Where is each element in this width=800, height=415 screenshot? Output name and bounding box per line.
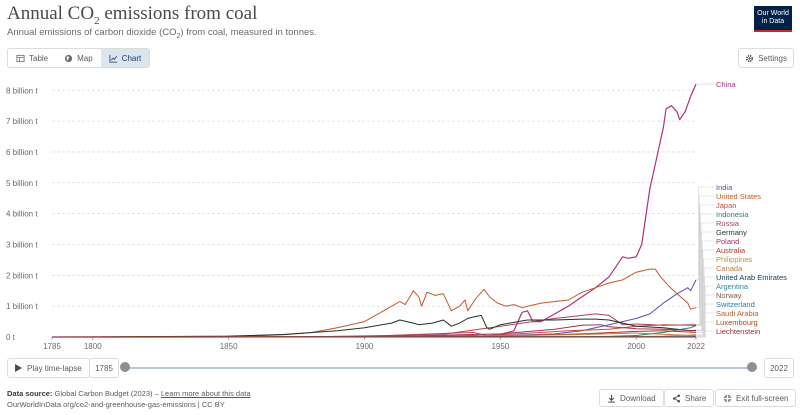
globe-icon [65,54,73,62]
view-tabs: Table Map Chart [7,48,151,68]
x-tick-label: 1800 [84,342,102,351]
tab-table-label: Table [29,53,49,63]
start-year-handle[interactable] [120,362,130,372]
series-label: China [716,80,736,89]
learn-more-link[interactable]: Learn more about this data [160,389,251,398]
series-label: Philippines [716,255,753,264]
source-text: Global Carbon Budget (2023) – [54,389,159,398]
settings-button[interactable]: Settings [738,48,794,68]
series-label: Australia [716,246,746,255]
source-label: Data source: [7,389,53,398]
legend-connector [696,267,714,337]
start-year-box[interactable]: 1785 [89,358,119,378]
exit-fullscreen-button[interactable]: Exit full-screen [715,389,797,407]
exit-fullscreen-icon [723,394,732,402]
x-tick-label: 2000 [627,342,645,351]
series-label: Saudi Arabia [716,309,759,318]
download-button[interactable]: Download [599,389,664,407]
share-button[interactable]: Share [664,389,715,407]
download-label: Download [620,393,656,403]
legend-connector [696,186,714,281]
x-tick-label: 1785 [43,342,61,351]
legend-connector [696,249,714,333]
page-subtitle: Annual emissions of carbon dioxide (CO2)… [7,27,317,40]
series-label: Japan [716,201,736,210]
x-tick-label: 1950 [491,342,509,351]
legend-connector [696,240,714,332]
y-tick-label: 1 billion t [6,302,38,311]
page-title: Annual CO2 emissions from coal [7,3,258,27]
series-label: Switzerland [716,300,755,309]
share-icon [672,394,681,402]
chart-footer: Data source: Global Carbon Budget (2023)… [7,388,251,410]
end-year-box[interactable]: 2022 [764,358,794,378]
legend-connector [696,213,714,326]
x-tick-label: 1850 [220,342,238,351]
series-label: Indonesia [716,210,749,219]
series-line [51,83,697,338]
legend-connector [696,231,714,331]
exit-fullscreen-label: Exit full-screen [736,393,789,403]
source-url: OurWorldInData.org/co2-and-greenhouse-ga… [7,400,225,409]
settings-label: Settings [758,53,787,63]
legend-connector [696,330,714,338]
tab-map-label: Map [77,53,93,63]
series-label: Argentina [716,282,749,291]
series-label: Liechtenstein [716,327,760,336]
line-chart-icon [109,54,117,63]
tab-chart-label: Chart [121,53,142,63]
series-label: India [716,183,733,192]
series-label: Russia [716,219,740,228]
legend-connector [696,195,714,309]
series-label: Canada [716,264,743,273]
line-chart: 0 t 1 billion t 2 billion t 3 billion t 4 bi… [6,80,787,351]
series-label: United States [716,192,761,201]
timeline-controls: Play time-lapse 1785 2022 [0,358,800,378]
series-line [51,324,697,338]
tab-map[interactable]: Map [56,49,101,67]
legend-connector [696,258,714,336]
series-label: Germany [716,228,747,237]
play-icon [15,364,22,372]
x-tick-label: 2022 [687,342,705,351]
owid-logo[interactable]: Our World in Data [754,6,792,32]
end-year-handle[interactable] [747,362,757,372]
y-tick-label: 3 billion t [6,240,38,249]
series-line [52,314,697,338]
y-tick-label: 4 billion t [6,210,38,219]
gear-icon [746,54,754,62]
x-tick-label: 1900 [356,342,374,351]
series-line [52,268,697,338]
tab-chart[interactable]: Chart [100,49,150,67]
play-label: Play time-lapse [27,363,82,373]
legend-connector [696,222,714,326]
y-tick-label: 2 billion t [6,271,38,280]
timeline-track[interactable] [124,367,752,369]
series-line [51,279,697,338]
play-timelapse-button[interactable]: Play time-lapse [7,358,90,378]
series-label: Poland [716,237,739,246]
download-icon [608,394,615,403]
series-line [51,313,697,338]
y-tick-label: 6 billion t [6,148,38,157]
share-label: Share [685,393,707,403]
series-label: Luxembourg [716,318,758,327]
series-label: Norway [716,291,742,300]
y-tick-label: 5 billion t [6,179,38,188]
tab-table[interactable]: Table [8,49,56,67]
series-label: United Arab Emirates [716,273,787,282]
y-tick-label: 8 billion t [6,86,38,95]
y-tick-label: 7 billion t [6,117,38,126]
table-icon [16,54,25,62]
y-tick-label: 0 t [6,333,16,342]
